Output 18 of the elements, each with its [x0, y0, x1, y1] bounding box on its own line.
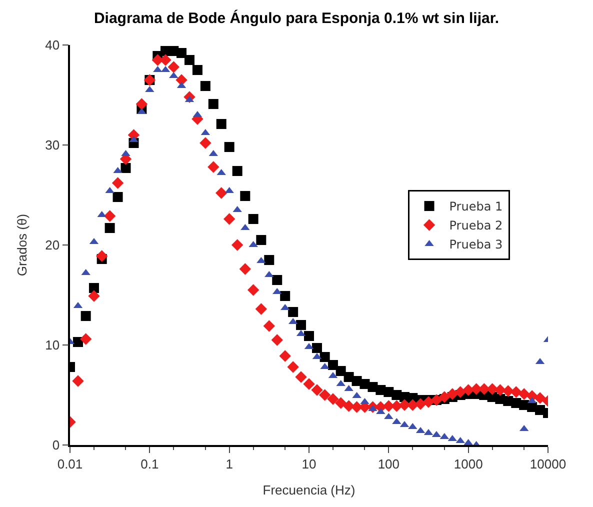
y-tick-label: 20	[45, 238, 60, 253]
legend-label: Prueba 1	[449, 200, 503, 214]
x-tick-label: 100	[378, 456, 400, 472]
x-tick-label: 1000	[454, 456, 483, 472]
x-axis-title: Frecuencia (Hz)	[262, 482, 356, 498]
x-tick-label: 10	[302, 456, 316, 472]
y-tick-label: 0	[52, 438, 60, 453]
x-tick-label: 1	[226, 456, 233, 472]
x-tick-label: 10000	[530, 456, 566, 472]
x-tick-label: 0.1	[140, 456, 159, 472]
y-tick-label: 30	[45, 138, 60, 153]
chart-title: Diagrama de Bode Ángulo para Esponja 0.1% wt sin lijar.	[94, 9, 500, 28]
y-tick-label: 40	[45, 38, 60, 53]
legend-label: Prueba 2	[449, 218, 503, 233]
legend-label: Prueba 3	[449, 238, 503, 252]
x-tick-label: 0.01	[57, 456, 83, 472]
y-tick-label: 10	[45, 338, 60, 353]
y-axis-title: Grados (θ)	[14, 214, 30, 276]
